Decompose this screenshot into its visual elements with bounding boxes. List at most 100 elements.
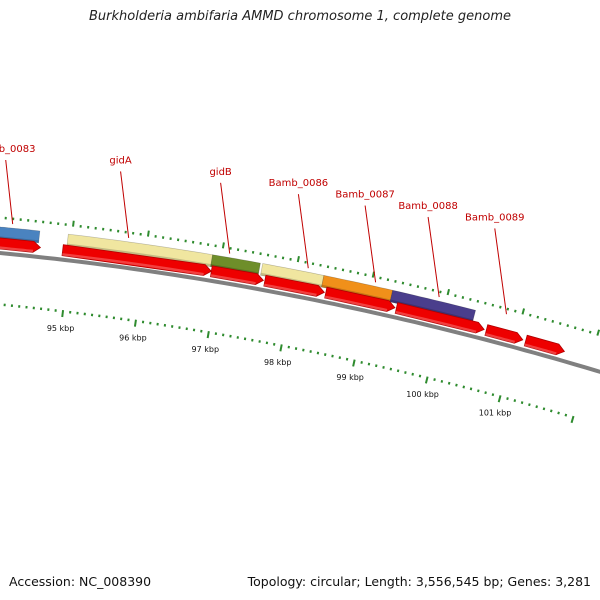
lower-minor-tick (484, 391, 487, 395)
cds-arrow-highlight-5 (395, 310, 477, 333)
lower-minor-tick (316, 351, 320, 355)
lower-minor-tick (382, 365, 385, 369)
lower-minor-tick (309, 350, 312, 353)
upper-minor-tick (326, 265, 330, 269)
lower-minor-tick (396, 369, 400, 373)
cds-arrow-highlight-2 (210, 274, 256, 285)
lower-minor-tick (462, 385, 466, 389)
lower-minor-tick (433, 378, 436, 382)
lower-major-tick (61, 309, 65, 318)
upper-minor-tick (469, 297, 472, 301)
upper-minor-tick (349, 270, 352, 273)
upper-minor-tick (416, 285, 420, 289)
upper-minor-tick (341, 268, 345, 272)
lower-minor-tick (506, 397, 509, 401)
upper-minor-tick (484, 301, 487, 305)
upper-minor-tick (439, 290, 442, 294)
cds-arrow-3 (263, 274, 325, 297)
cds-arrow-highlight-1 (62, 253, 204, 276)
lower-minor-tick (469, 387, 473, 391)
upper-minor-tick (558, 322, 562, 325)
lower-minor-tick (535, 405, 538, 409)
upper-major-tick (72, 220, 75, 227)
cds-arrow-highlight-6 (485, 333, 515, 344)
gene-label-connector (427, 216, 440, 298)
gene-label: Bamb_0083 (0, 144, 35, 155)
lower-minor-tick (418, 374, 422, 378)
lower-minor-tick (331, 354, 334, 358)
upper-minor-tick (551, 319, 555, 323)
lower-minor-tick (477, 389, 480, 393)
cds-arrow-6 (484, 324, 524, 344)
cds-arrow-2 (209, 265, 265, 285)
upper-minor-tick (476, 299, 480, 303)
upper-minor-tick (431, 288, 435, 292)
upper-minor-tick (506, 307, 510, 311)
lower-minor-tick (323, 353, 327, 356)
upper-minor-tick (334, 266, 337, 270)
lower-minor-tick (528, 403, 531, 407)
lower-major-tick (133, 319, 137, 327)
kbp-tick-label: 100 kbp (406, 390, 439, 399)
upper-major-tick (221, 242, 225, 249)
upper-minor-tick (364, 273, 367, 277)
upper-minor-tick (386, 278, 390, 282)
gene-label: Bamb_0089 (465, 212, 525, 223)
lower-minor-tick (455, 383, 458, 387)
gene-label: gidA (109, 155, 131, 166)
gene-label-connector (297, 194, 309, 269)
lower-major-tick (352, 359, 356, 367)
gene-label: gidB (209, 167, 231, 178)
upper-minor-tick (424, 286, 427, 290)
upper-minor-tick (356, 271, 360, 275)
lower-minor-tick (374, 364, 378, 368)
lower-major-tick (279, 344, 283, 352)
upper-minor-tick (379, 276, 382, 280)
cds-arrow-4 (324, 286, 396, 312)
kbp-tick-label: 98 kbp (264, 358, 292, 367)
lower-major-tick (497, 395, 502, 403)
lower-minor-tick (345, 357, 349, 361)
upper-minor-tick (394, 279, 397, 283)
lower-minor-tick (367, 362, 371, 366)
upper-minor-tick (536, 315, 540, 319)
gene-label: Bamb_0088 (398, 201, 458, 212)
upper-minor-tick (454, 294, 457, 298)
lower-major-tick (424, 376, 429, 384)
cds-arrow-highlight-0 (0, 246, 34, 253)
lower-minor-tick (520, 401, 524, 405)
label-layer: Bamb_0083gidAgidBBamb_0086Bamb_0087Bamb_… (0, 144, 525, 315)
gene-label-connector (494, 228, 507, 315)
cds-layer (0, 237, 566, 356)
upper-major-tick (146, 230, 150, 237)
accession-text: Accession: NC_008390 (9, 574, 152, 589)
upper-major-tick (596, 329, 600, 336)
upper-minor-tick (566, 324, 570, 328)
upper-minor-tick (581, 328, 585, 332)
upper-minor-tick (461, 296, 465, 299)
gene-label: Bamb_0086 (269, 178, 329, 189)
upper-major-tick (521, 308, 526, 315)
upper-minor-tick (573, 326, 577, 330)
kbp-tick-label: 96 kbp (119, 333, 147, 342)
lower-minor-tick (338, 356, 342, 360)
lower-major-tick (206, 330, 210, 339)
genome-title: Burkholderia ambifaria AMMD chromosome 1… (88, 9, 512, 24)
cds-arrow-highlight-4 (324, 295, 388, 312)
gene-label-connector (120, 171, 130, 238)
lower-minor-tick (513, 399, 517, 403)
upper-minor-tick (491, 303, 495, 307)
kbp-tick-label: 99 kbp (336, 373, 364, 382)
cds-arrow-1 (61, 244, 213, 276)
lower-minor-tick (440, 379, 444, 383)
lower-minor-tick (411, 372, 414, 376)
lower-minor-tick (564, 413, 568, 417)
cds-arrow-0 (0, 237, 42, 253)
upper-major-tick (446, 288, 451, 296)
gene-label-connector (364, 205, 377, 283)
cds-arrow-7 (523, 334, 566, 356)
cds-arrow-highlight-7 (524, 343, 557, 355)
kbp-tick-label: 101 kbp (479, 409, 512, 418)
